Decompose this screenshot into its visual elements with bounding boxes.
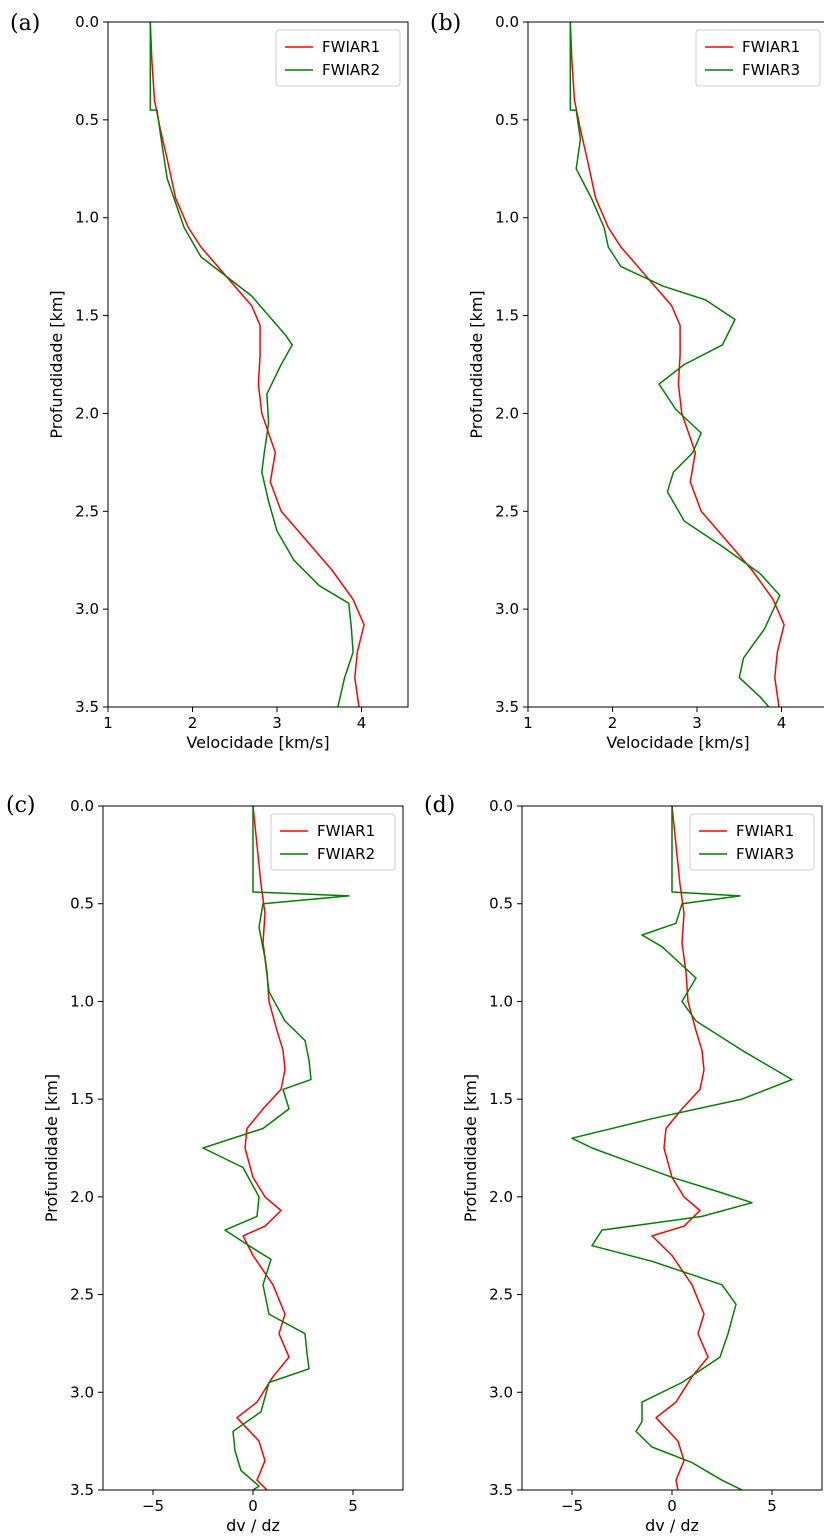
y-tick-label: 1.0 xyxy=(75,209,99,227)
y-tick-label: 1.0 xyxy=(70,992,94,1010)
x-tick-label: 3 xyxy=(692,714,702,732)
series-line-fwiar1 xyxy=(651,806,709,1490)
y-tick-label: 1.0 xyxy=(495,209,519,227)
x-axis-label: dv / dz xyxy=(226,1516,280,1535)
panel-label: (d) xyxy=(424,793,455,818)
panel-b: (b) 0.0 0.5 1.0 1.5 2.0 2.5 3.0 3.51 2 3 4 Velocidad… xyxy=(430,11,824,752)
y-tick-label: 1.0 xyxy=(489,992,513,1010)
x-tick-label: 5 xyxy=(348,1497,358,1515)
y-tick-label: 3.5 xyxy=(489,1481,513,1499)
y-axis-label: Profundidade [km] xyxy=(467,290,486,438)
series-line-fwiar3 xyxy=(571,806,793,1490)
y-tick-label: 0.5 xyxy=(75,111,99,129)
legend-entry: FWIAR1 xyxy=(322,38,380,56)
y-tick-label: 3.5 xyxy=(70,1481,94,1499)
series-line-fwiar1 xyxy=(149,22,365,707)
panel-c: (c) 0.0 0.5 1.0 1.5 2.0 2.5 3.0 3.5 −5 0 5 dv / dz Pr… xyxy=(6,793,404,1535)
x-tick-label: 1 xyxy=(523,714,533,732)
x-tick-label: 5 xyxy=(767,1497,777,1515)
y-tick-label: 0.5 xyxy=(489,895,513,913)
plot-frame xyxy=(107,21,409,708)
y-tick-label: 3.0 xyxy=(70,1383,94,1401)
y-tick-label: 3.0 xyxy=(495,600,519,618)
y-tick-label: 0.0 xyxy=(75,13,99,31)
series-line-fwiar2 xyxy=(202,806,350,1490)
x-tick-label: −5 xyxy=(561,1497,583,1515)
y-axis-label: Profundidade [km] xyxy=(42,1074,61,1222)
y-tick-label: 0.5 xyxy=(495,111,519,129)
y-tick-label: 2.5 xyxy=(75,502,99,520)
legend-entry: FWIAR1 xyxy=(317,822,375,840)
y-tick-label: 2.0 xyxy=(70,1188,94,1206)
y-tick-label: 1.5 xyxy=(489,1090,513,1108)
y-tick-label: 2.5 xyxy=(70,1286,94,1304)
y-tick-label: 3.0 xyxy=(489,1383,513,1401)
legend-box xyxy=(695,29,821,87)
y-tick-label: 0.0 xyxy=(495,13,519,31)
panel-label: (b) xyxy=(430,11,461,36)
y-tick-label: 0.0 xyxy=(70,797,94,815)
panel-label: (c) xyxy=(6,793,36,818)
x-tick-label: 2 xyxy=(188,714,198,732)
x-axis-label: Velocidade [km/s] xyxy=(606,733,749,752)
y-axis-label: Profundidade [km] xyxy=(461,1074,480,1222)
y-tick-label: 2.5 xyxy=(495,502,519,520)
legend-entry: FWIAR2 xyxy=(322,61,380,79)
x-tick-label: 4 xyxy=(777,714,787,732)
y-tick-label: 3.5 xyxy=(75,698,99,716)
series-line-fwiar2 xyxy=(149,22,354,707)
y-tick-label: 2.0 xyxy=(495,404,519,422)
legend-box xyxy=(689,813,815,871)
series-line-fwiar1 xyxy=(236,806,290,1490)
y-tick-label: 2.0 xyxy=(75,404,99,422)
legend-entry: FWIAR3 xyxy=(736,845,794,863)
x-axis-label: dv / dz xyxy=(645,1516,699,1535)
x-tick-label: 1 xyxy=(103,714,113,732)
x-tick-label: 0 xyxy=(667,1497,677,1515)
y-tick-label: 3.0 xyxy=(75,600,99,618)
legend-box xyxy=(270,813,396,871)
y-tick-label: 2.5 xyxy=(489,1286,513,1304)
x-axis-label: Velocidade [km/s] xyxy=(186,733,329,752)
y-tick-label: 0.0 xyxy=(489,797,513,815)
panel-d: (d) 0.0 0.5 1.0 1.5 2.0 2.5 3.0 3.5 −5 0 5 dv / dz Pr… xyxy=(424,793,823,1535)
legend-entry: FWIAR2 xyxy=(317,845,375,863)
y-tick-label: 3.5 xyxy=(495,698,519,716)
series-line-fwiar3 xyxy=(569,22,781,707)
y-tick-label: 2.0 xyxy=(489,1188,513,1206)
x-tick-label: −5 xyxy=(142,1497,164,1515)
plot-frame xyxy=(102,805,404,1491)
panel-a: (a) 0.0 0.5 1.0 1.5 2.0 2.5 3.0 3.51 2 3 4 Velocidad… xyxy=(10,11,409,752)
y-tick-label: 1.5 xyxy=(495,307,519,325)
legend-entry: FWIAR1 xyxy=(736,822,794,840)
x-tick-label: 3 xyxy=(272,714,282,732)
panel-label: (a) xyxy=(10,11,40,36)
plot-frame xyxy=(527,21,824,708)
y-tick-label: 1.5 xyxy=(70,1090,94,1108)
legend-box xyxy=(275,29,401,87)
y-tick-label: 0.5 xyxy=(70,895,94,913)
y-tick-label: 1.5 xyxy=(75,307,99,325)
x-tick-label: 0 xyxy=(248,1497,258,1515)
legend-entry: FWIAR1 xyxy=(742,38,800,56)
x-tick-label: 4 xyxy=(357,714,367,732)
series-line-fwiar1 xyxy=(569,22,785,707)
x-tick-label: 2 xyxy=(608,714,618,732)
legend-entry: FWIAR3 xyxy=(742,61,800,79)
y-axis-label: Profundidade [km] xyxy=(47,290,66,438)
